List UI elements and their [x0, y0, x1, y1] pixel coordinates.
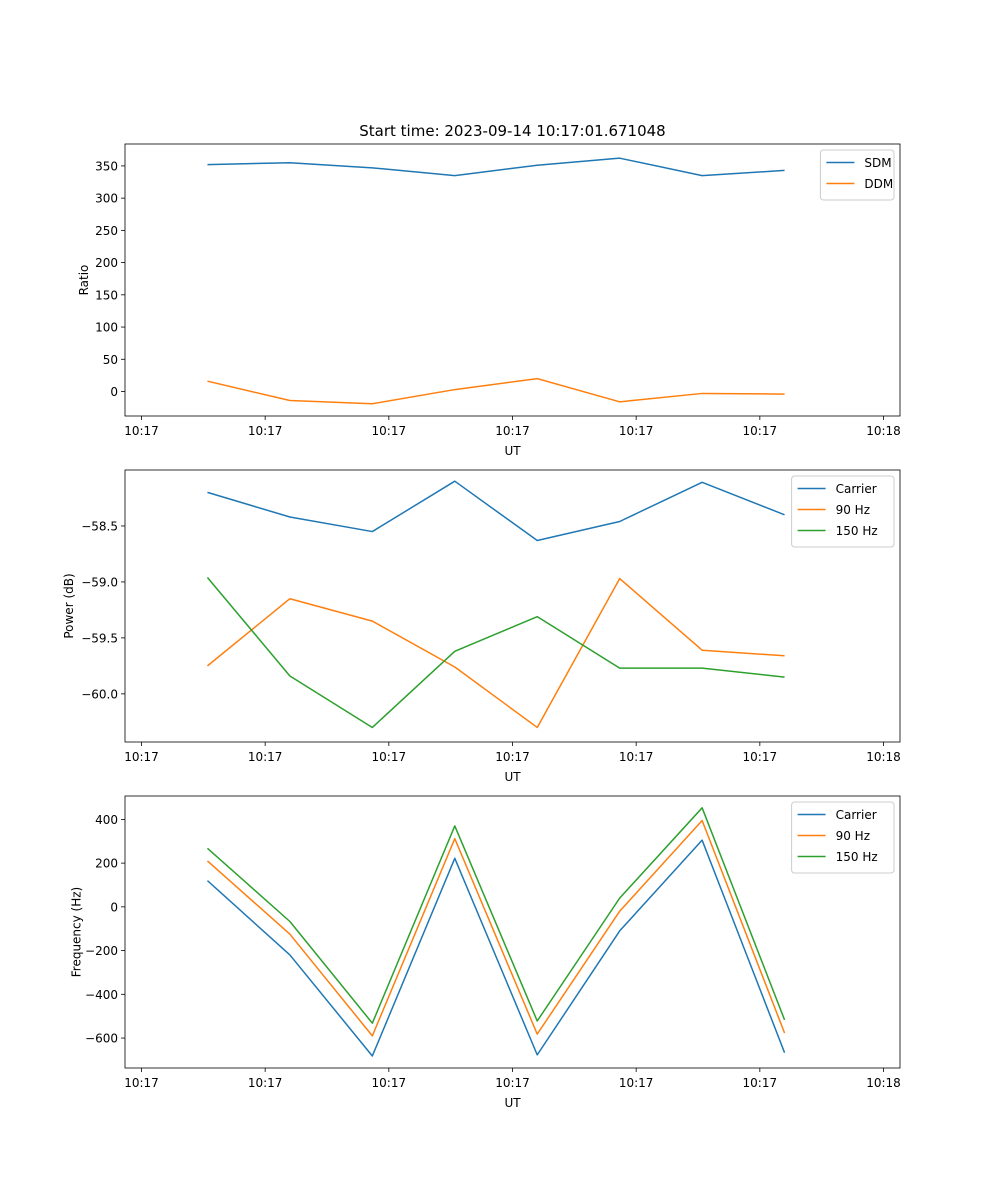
- chart-panel-2: 10:17 10:17 10:17 10:17 10:17 10:17 10:18 −60.0…: [62, 469, 901, 784]
- x-tick-label: 10:17: [495, 750, 530, 764]
- series-line-carrier: [207, 480, 785, 542]
- y-tick-label: −600: [85, 1032, 118, 1046]
- series-line-90-hz: [206, 577, 785, 729]
- figure-title: Start time: 2023-09-14 10:17:01.671048: [359, 122, 665, 140]
- y-tick-label: 0: [110, 385, 118, 399]
- y-tick-label: 200: [95, 857, 118, 871]
- legend-label-carrier: Carrier: [836, 482, 877, 496]
- y-tick-label: 150: [95, 288, 118, 302]
- series-line-150-hz: [206, 576, 785, 729]
- x-tick-label: 10:17: [124, 750, 159, 764]
- y-tick-label: −59.0: [81, 575, 118, 589]
- y-tick-label: −200: [85, 944, 118, 958]
- x-tick-label: 10:18: [866, 1076, 901, 1090]
- legend-label-90-hz: 90 Hz: [836, 829, 870, 843]
- legend: Carrier 90 Hz 150 Hz: [791, 475, 895, 548]
- x-axis-label: UT: [504, 1096, 521, 1110]
- x-tick-label: 10:17: [248, 424, 283, 438]
- series-line-ddm: [207, 377, 785, 405]
- chart-panel-1: 10:17 10:17 10:17 10:17 10:17 10:17 10:18 0 50 10…: [77, 143, 901, 458]
- series-line-carrier: [206, 839, 786, 1057]
- x-tick-label: 10:17: [495, 424, 530, 438]
- series-line-sdm: [207, 157, 785, 177]
- y-axis-label: Power (dB): [62, 573, 76, 638]
- x-tick-label: 10:17: [372, 424, 407, 438]
- y-tick-label: 0: [110, 900, 118, 914]
- y-tick-label: 250: [95, 224, 118, 238]
- x-tick-label: 10:17: [619, 1076, 654, 1090]
- x-tick-label: 10:17: [495, 1076, 530, 1090]
- series-line-90-hz: [206, 819, 786, 1037]
- x-axis-label: UT: [504, 770, 521, 784]
- y-axis-label: Ratio: [77, 265, 91, 296]
- y-tick-label: −60.0: [81, 687, 118, 701]
- y-tick-label: −59.5: [81, 631, 118, 645]
- series-line-150-hz: [206, 807, 786, 1024]
- x-tick-label: 10:17: [743, 1076, 778, 1090]
- y-tick-label: −400: [85, 988, 118, 1002]
- x-tick-label: 10:17: [372, 1076, 407, 1090]
- chart-panel-3: 10:17 10:17 10:17 10:17 10:17 10:17 10:18 −600 −…: [70, 795, 901, 1110]
- x-tick-label: 10:17: [248, 1076, 283, 1090]
- x-tick-label: 10:17: [372, 750, 407, 764]
- legend-label-sdm: SDM: [864, 156, 891, 170]
- y-tick-label: 300: [95, 192, 118, 206]
- x-tick-label: 10:18: [866, 424, 901, 438]
- legend: Carrier 90 Hz 150 Hz: [791, 801, 895, 874]
- legend-box: [791, 475, 895, 548]
- x-tick-label: 10:17: [248, 750, 283, 764]
- legend-box: [791, 801, 895, 874]
- legend-label-150-hz: 150 Hz: [836, 850, 878, 864]
- x-tick-label: 10:17: [743, 750, 778, 764]
- x-tick-label: 10:17: [619, 750, 654, 764]
- plot-area: [125, 796, 900, 1068]
- plot-area: [125, 470, 900, 742]
- y-tick-label: 400: [95, 813, 118, 827]
- x-tick-label: 10:17: [124, 424, 159, 438]
- legend-label-90-hz: 90 Hz: [836, 503, 870, 517]
- legend: SDM DDM: [819, 149, 895, 201]
- legend-label-ddm: DDM: [864, 177, 893, 191]
- x-tick-label: 10:18: [866, 750, 901, 764]
- y-tick-label: −58.5: [81, 519, 118, 533]
- y-tick-label: 50: [103, 353, 118, 367]
- legend-label-carrier: Carrier: [836, 808, 877, 822]
- x-tick-label: 10:17: [619, 424, 654, 438]
- legend-label-150-hz: 150 Hz: [836, 524, 878, 538]
- x-tick-label: 10:17: [124, 1076, 159, 1090]
- y-tick-label: 350: [95, 159, 118, 173]
- x-tick-label: 10:17: [743, 424, 778, 438]
- x-axis-label: UT: [504, 444, 521, 458]
- plot-area: [125, 144, 900, 416]
- y-axis-label: Frequency (Hz): [70, 887, 84, 978]
- y-tick-label: 100: [95, 321, 118, 335]
- y-tick-label: 200: [95, 256, 118, 270]
